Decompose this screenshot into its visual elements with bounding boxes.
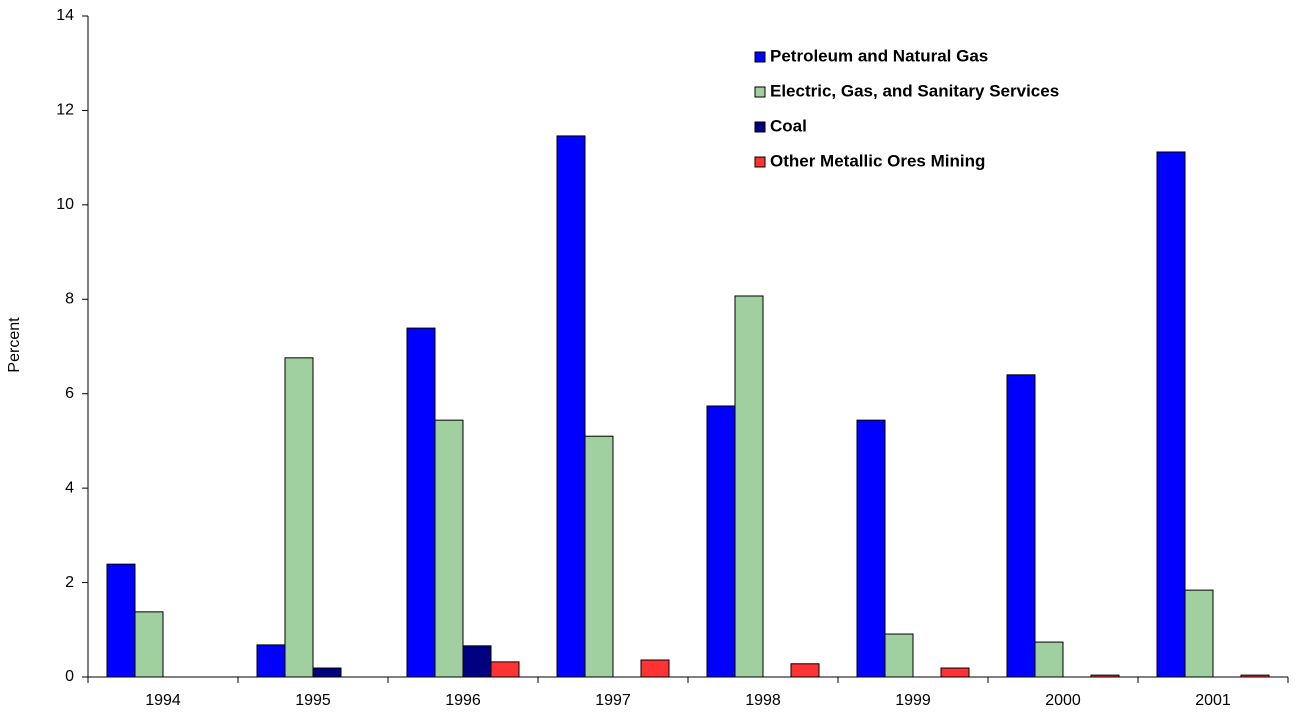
x-tick-label: 1998 xyxy=(745,692,781,709)
x-tick-label: 1997 xyxy=(595,692,631,709)
y-tick-label: 4 xyxy=(65,479,74,496)
x-tick-label: 1995 xyxy=(295,692,331,709)
x-tick-label: 2000 xyxy=(1045,692,1081,709)
bar xyxy=(1156,151,1186,678)
y-tick-label: 8 xyxy=(65,291,74,308)
y-tick-label: 6 xyxy=(65,385,74,402)
legend-swatch xyxy=(754,86,766,98)
bar xyxy=(706,405,736,678)
bar xyxy=(134,611,164,678)
bar xyxy=(1184,589,1214,678)
bar xyxy=(106,563,136,678)
legend-text: Other Metallic Ores Mining xyxy=(770,151,985,170)
x-tick-label: 2001 xyxy=(1195,692,1231,709)
bar xyxy=(556,135,586,678)
legend-swatch xyxy=(754,51,766,63)
bar xyxy=(256,644,286,678)
bar xyxy=(1034,641,1064,678)
y-tick-label: 2 xyxy=(65,574,74,591)
y-axis-label: Percent xyxy=(6,317,23,373)
x-tick-label: 1996 xyxy=(445,692,481,709)
bar xyxy=(584,435,614,678)
legend-text: Petroleum and Natural Gas xyxy=(770,46,988,65)
bar xyxy=(284,357,314,678)
y-tick-label: 14 xyxy=(56,7,74,24)
bar xyxy=(1090,674,1120,678)
bar xyxy=(406,327,436,678)
bar xyxy=(312,667,342,678)
bar xyxy=(490,661,520,678)
bar xyxy=(1006,374,1036,678)
y-tick-label: 0 xyxy=(65,668,74,685)
bar xyxy=(884,633,914,678)
bar xyxy=(640,659,670,678)
bar xyxy=(1240,674,1270,678)
legend-text: Coal xyxy=(770,116,807,135)
bar xyxy=(790,663,820,678)
y-tick-label: 12 xyxy=(56,102,74,119)
bar xyxy=(856,419,886,678)
x-tick-label: 1994 xyxy=(145,692,181,709)
legend-text: Electric, Gas, and Sanitary Services xyxy=(770,81,1059,100)
bar xyxy=(434,419,464,678)
bar xyxy=(940,667,970,678)
legend-swatch xyxy=(754,121,766,133)
bar xyxy=(462,645,492,678)
legend-swatch xyxy=(754,156,766,168)
y-tick-label: 10 xyxy=(56,196,74,213)
x-tick-label: 1999 xyxy=(895,692,931,709)
bar xyxy=(734,295,764,678)
